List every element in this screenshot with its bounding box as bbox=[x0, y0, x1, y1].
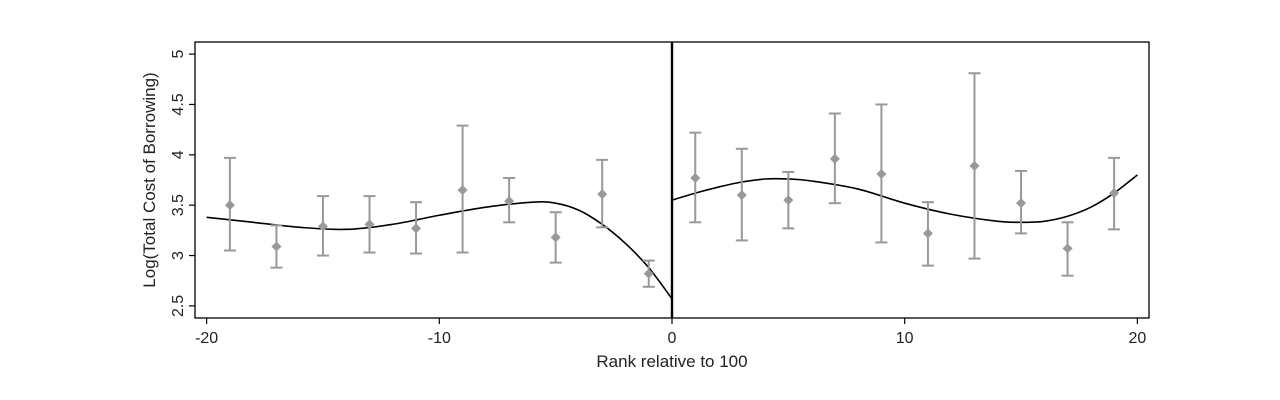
data-point bbox=[223, 156, 236, 252]
data-point bbox=[875, 103, 888, 244]
point-marker bbox=[783, 195, 794, 206]
point-marker bbox=[457, 185, 468, 196]
data-point bbox=[270, 224, 283, 269]
point-marker bbox=[1109, 188, 1120, 199]
data-point bbox=[456, 124, 469, 254]
data-point bbox=[596, 158, 609, 229]
x-tick-label: 0 bbox=[668, 330, 677, 347]
point-marker bbox=[736, 190, 747, 201]
point-marker bbox=[550, 232, 561, 243]
x-tick-label: -20 bbox=[195, 330, 218, 347]
point-marker bbox=[1062, 243, 1073, 254]
x-tick-label: -10 bbox=[428, 330, 451, 347]
point-marker bbox=[364, 219, 375, 230]
y-axis-title: Log(Total Cost of Borrowing) bbox=[140, 72, 159, 287]
y-tick-label: 4 bbox=[170, 150, 187, 159]
point-marker bbox=[1016, 198, 1027, 209]
data-points bbox=[223, 72, 1121, 288]
data-point bbox=[410, 201, 423, 255]
point-marker bbox=[969, 160, 980, 171]
point-marker bbox=[597, 189, 608, 200]
point-marker bbox=[411, 223, 422, 234]
data-point bbox=[642, 259, 655, 288]
x-tick-label: 20 bbox=[1128, 330, 1146, 347]
x-tick-label: 10 bbox=[896, 330, 914, 347]
data-point bbox=[1061, 221, 1074, 277]
data-point bbox=[735, 147, 748, 242]
point-marker bbox=[271, 241, 282, 252]
point-marker bbox=[643, 268, 654, 279]
axes: -20 -10 0 10 20 2.5 3 3.5 4 4.5 5 bbox=[170, 41, 1150, 347]
point-marker bbox=[504, 196, 515, 207]
point-marker bbox=[922, 228, 933, 239]
data-point bbox=[363, 195, 376, 254]
data-point bbox=[1108, 156, 1121, 231]
data-point bbox=[316, 195, 329, 257]
point-marker bbox=[317, 221, 328, 232]
y-tick-label: 4.5 bbox=[170, 93, 187, 115]
point-marker bbox=[876, 168, 887, 179]
data-point bbox=[549, 211, 562, 264]
fit-line-right bbox=[671, 174, 1138, 224]
data-point bbox=[782, 170, 795, 230]
data-point bbox=[689, 131, 702, 224]
data-point bbox=[503, 176, 516, 224]
data-point bbox=[1015, 169, 1028, 235]
y-tick-label: 3 bbox=[170, 251, 187, 260]
x-axis-title: Rank relative to 100 bbox=[596, 352, 747, 371]
point-marker bbox=[224, 200, 235, 211]
data-point bbox=[828, 112, 841, 205]
point-marker bbox=[829, 153, 840, 164]
y-tick-label: 3.5 bbox=[170, 194, 187, 216]
y-tick-label: 2.5 bbox=[170, 295, 187, 317]
point-marker bbox=[690, 172, 701, 183]
y-tick-label: 5 bbox=[170, 50, 187, 59]
data-point bbox=[968, 72, 981, 260]
data-point bbox=[921, 201, 934, 267]
